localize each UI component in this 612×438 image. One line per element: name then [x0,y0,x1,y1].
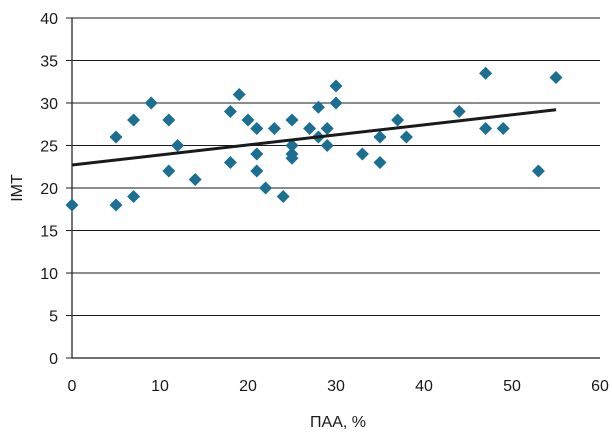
y-tick-label: 40 [40,11,58,28]
trendline [71,108,557,167]
y-tick-label: 20 [40,181,58,198]
y-axis-title: ІМТ [9,174,26,202]
data-point [285,151,299,165]
x-axis-title: ПАА, % [310,414,366,431]
grid-lines [72,17,600,316]
data-point [329,96,343,110]
data-point [391,113,405,127]
data-point [496,122,510,135]
data-point [250,164,264,178]
data-point [232,88,246,101]
y-tick-label: 15 [40,224,58,241]
data-point [311,100,325,114]
data-point [127,113,141,127]
data-point [162,164,176,178]
axes [66,17,600,359]
data-point [329,79,343,93]
data-point [276,190,290,203]
x-tick-label: 40 [415,378,433,395]
y-tick-label: 30 [40,96,58,113]
x-tick-label: 50 [503,378,521,395]
y-tick-label: 35 [40,54,58,71]
y-tick-label: 10 [40,266,58,283]
data-point [144,96,158,110]
trendline-group [71,108,557,167]
data-point [531,164,545,178]
data-point [250,122,264,135]
data-point [285,139,299,152]
data-point [373,130,387,144]
y-tick-labels: 0 5 10 15 20 25 30 35 40 [40,11,58,368]
data-point [109,130,123,144]
data-point [549,71,563,84]
data-point [452,105,466,118]
y-tick-label: 5 [49,309,58,326]
data-point [267,122,281,135]
data-point [320,139,334,152]
data-point [188,173,202,186]
data-point [65,198,79,212]
data-point [399,130,413,144]
data-point [259,181,273,195]
x-tick-label: 10 [151,378,169,395]
data-point [250,147,264,161]
data-point [355,147,369,161]
data-point [285,113,299,127]
data-point [479,122,493,135]
x-tick-label: 60 [591,378,609,395]
data-point [171,139,185,152]
data-point [303,122,317,135]
data-point [223,156,237,169]
y-tick-label: 0 [49,351,58,368]
data-point [127,190,141,203]
x-tick-label: 30 [327,378,345,395]
x-tick-label: 20 [239,378,257,395]
x-tick-labels: 0 10 20 30 40 50 60 [68,378,609,395]
y-tick-label: 25 [40,139,58,156]
data-point [479,66,493,80]
data-points [65,66,563,212]
data-point [109,198,123,212]
data-point [162,113,176,127]
data-point [320,122,334,135]
data-point [241,113,255,127]
data-point [373,156,387,169]
data-point [223,105,237,118]
x-tick-label: 0 [68,378,77,395]
